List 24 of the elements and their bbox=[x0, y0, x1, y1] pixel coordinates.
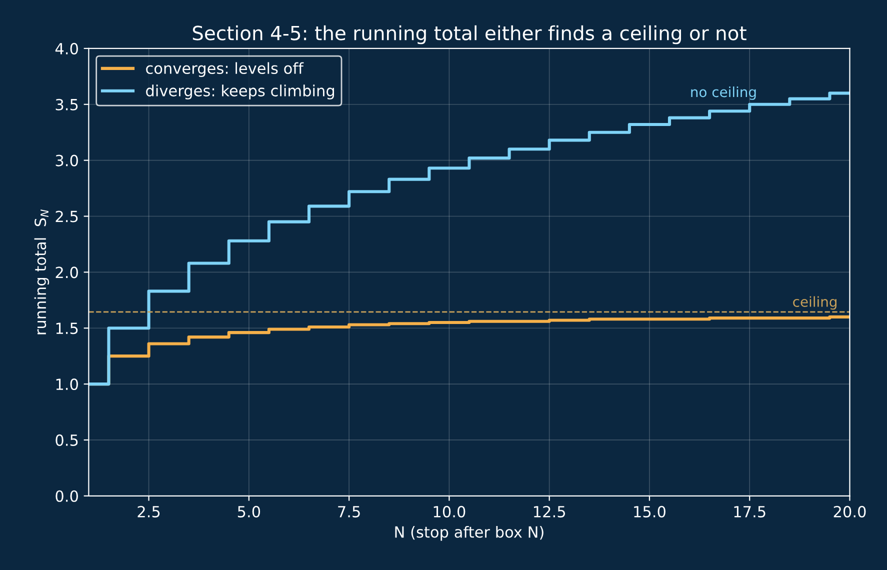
x-tick-label: 2.5 bbox=[138, 506, 160, 518]
y-axis-title: running total S$_{N}$ bbox=[34, 210, 50, 334]
x-tick-label: 10.0 bbox=[434, 506, 466, 518]
chart-title: Section 4-5: the running total either finds a ceiling or not bbox=[192, 25, 746, 44]
y-tick-label: 2.0 bbox=[56, 266, 78, 278]
y-tick-label: 0.5 bbox=[56, 434, 78, 446]
y-tick-label: 3.0 bbox=[56, 154, 78, 166]
x-tick-label: 7.5 bbox=[338, 506, 360, 518]
annotation: no ceiling bbox=[691, 86, 756, 100]
legend-label: converges: levels off bbox=[146, 62, 304, 77]
y-tick-label: 4.0 bbox=[55, 42, 78, 54]
legend-label: diverges: keeps climbing bbox=[146, 84, 334, 100]
y-tick-label: 1.0 bbox=[56, 378, 78, 390]
y-tick-label: 0.0 bbox=[56, 490, 78, 502]
x-tick-label: 12.5 bbox=[534, 506, 566, 518]
y-tick-label: 3.5 bbox=[56, 98, 78, 110]
ref-line-label: ceiling bbox=[793, 296, 836, 310]
y-tick-label: 2.5 bbox=[56, 210, 78, 222]
x-axis-title: N (stop after box N) bbox=[395, 526, 544, 541]
x-tick-label: 20.0 bbox=[834, 506, 866, 518]
x-tick-label: 15.0 bbox=[634, 506, 666, 518]
y-tick-label: 1.5 bbox=[56, 322, 78, 334]
x-tick-label: 5.0 bbox=[238, 506, 260, 518]
x-tick-label: 17.5 bbox=[734, 506, 766, 518]
